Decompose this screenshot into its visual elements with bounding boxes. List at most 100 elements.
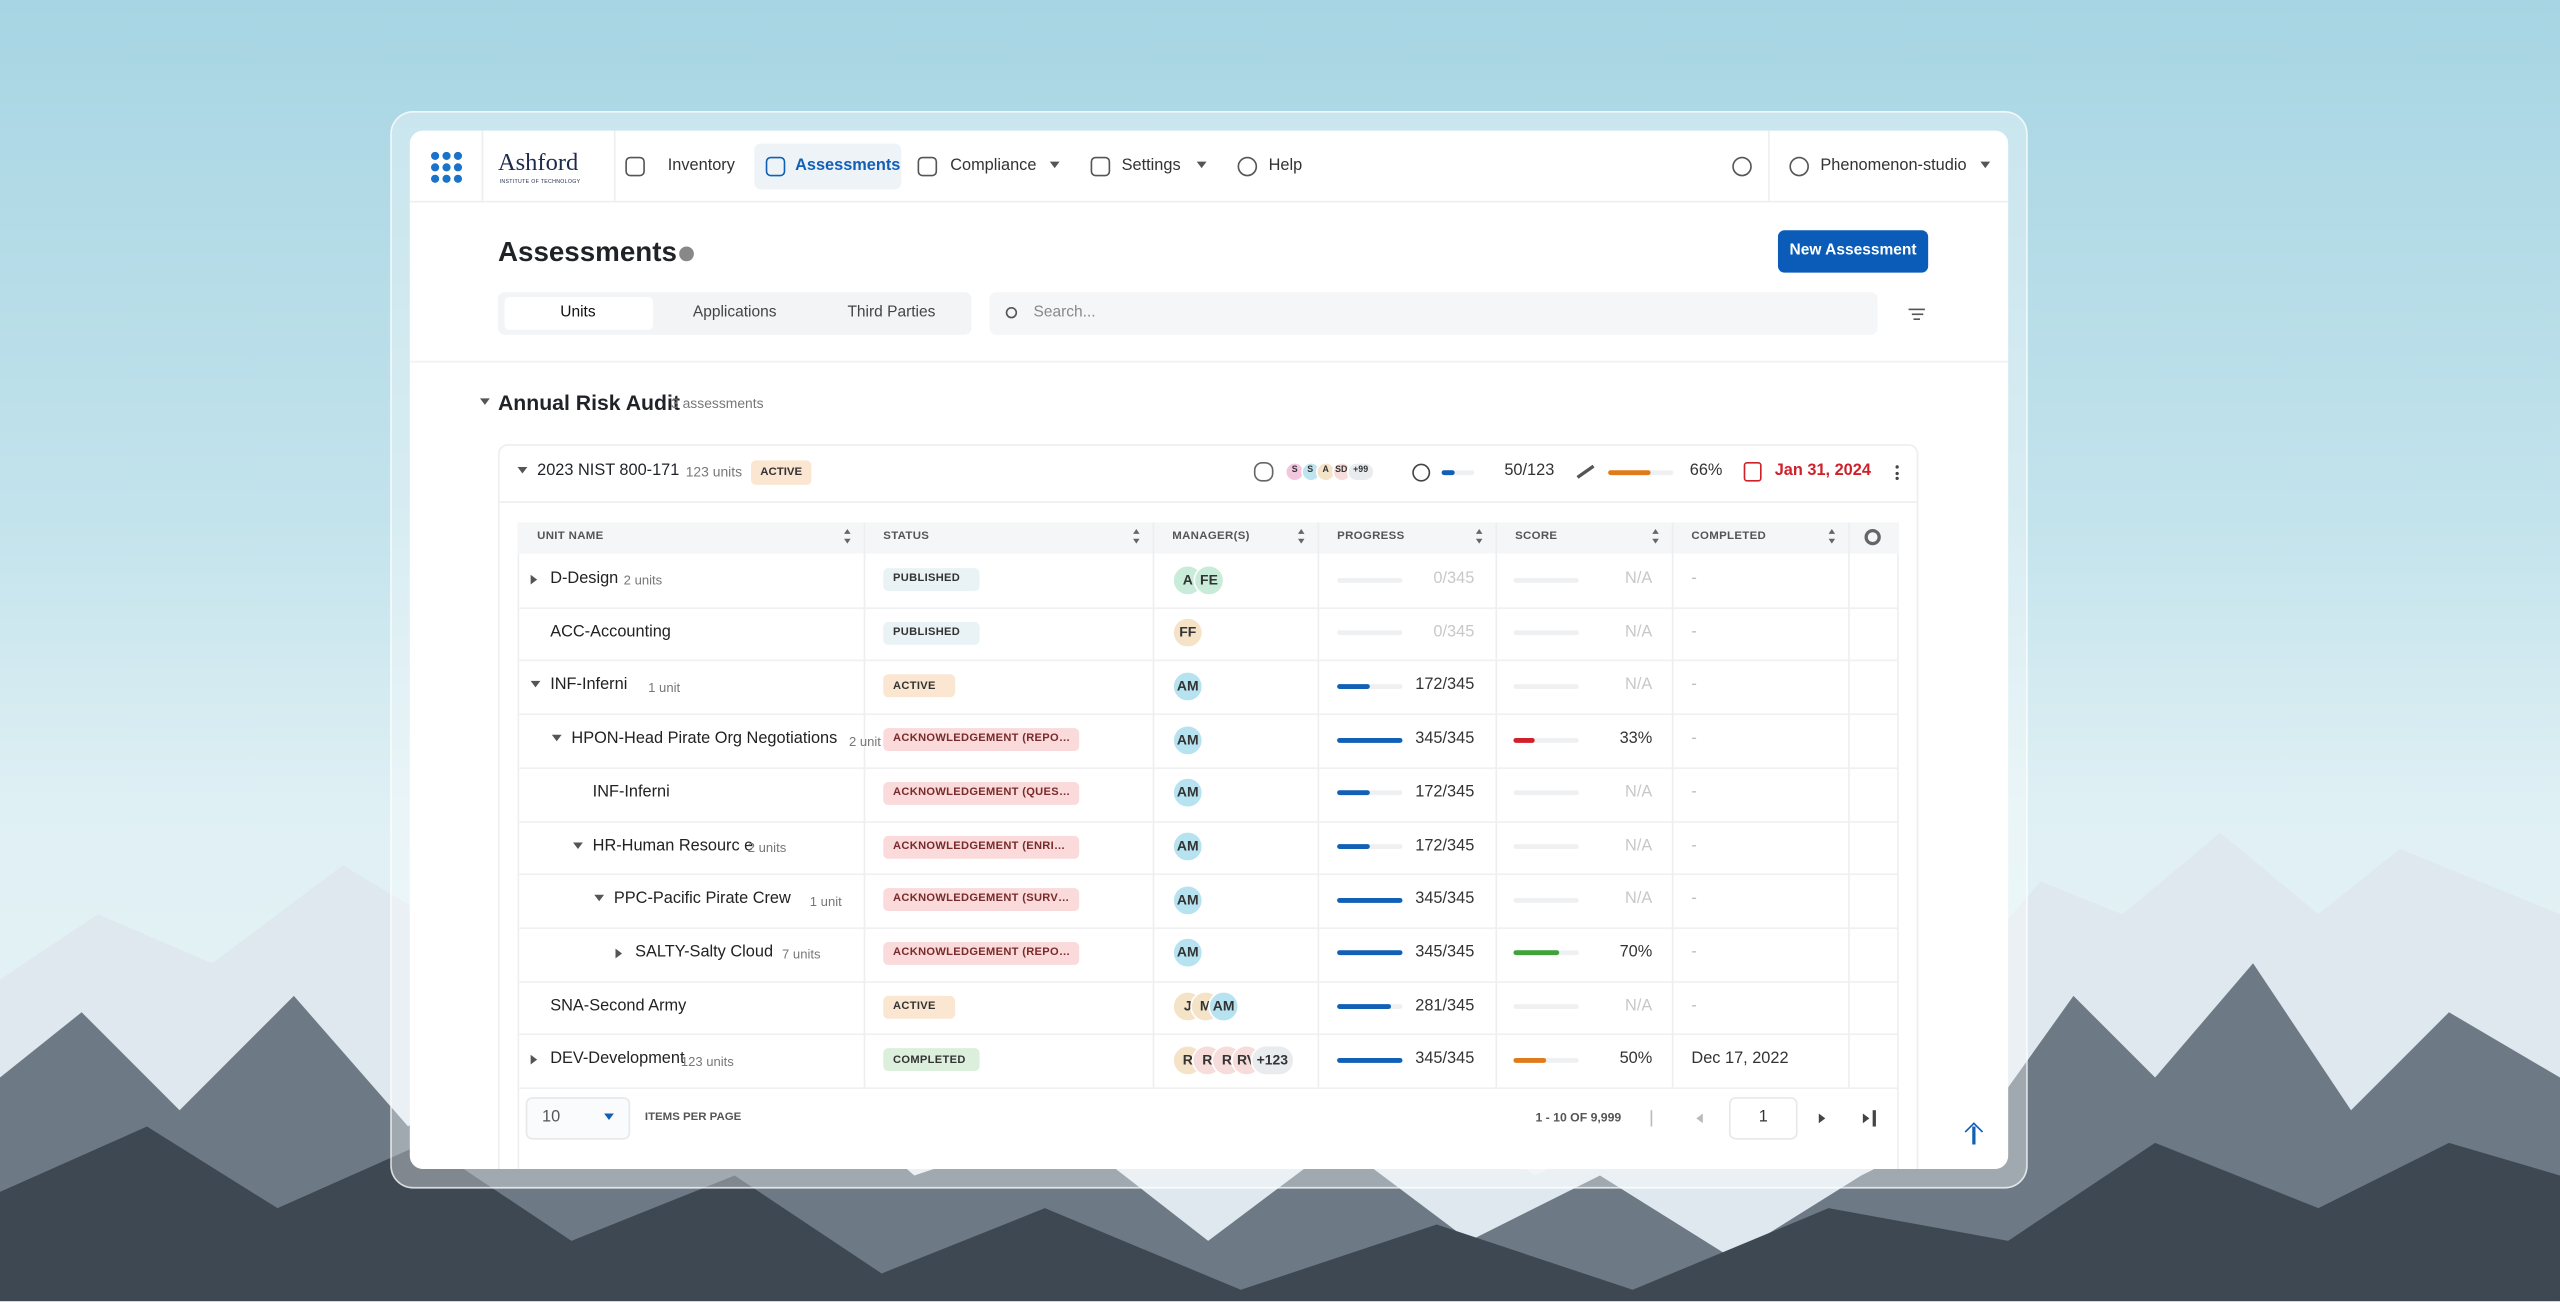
unit-name[interactable]: D-Design bbox=[550, 569, 619, 588]
column-divider bbox=[1671, 522, 1674, 1088]
avatar-initials: A bbox=[1322, 465, 1329, 476]
row-toggle[interactable] bbox=[530, 1055, 538, 1065]
logo-subtitle: INSTITUTE OF TECHNOLOGY bbox=[499, 177, 581, 185]
row-toggle[interactable] bbox=[573, 841, 583, 849]
unit-name[interactable]: INF-Inferni bbox=[592, 783, 670, 802]
next-page[interactable] bbox=[1818, 1113, 1826, 1124]
sort-icon bbox=[1475, 538, 1482, 544]
status-label: ACTIVE bbox=[893, 1000, 936, 1012]
avatar: AM bbox=[1172, 937, 1204, 969]
due-date: Jan 31, 2024 bbox=[1774, 462, 1871, 480]
first-page[interactable] bbox=[1650, 1110, 1664, 1127]
row-border bbox=[517, 820, 1899, 823]
unit-name[interactable]: ACC-Accounting bbox=[550, 623, 671, 642]
unit-name[interactable]: INF-Inferni bbox=[550, 676, 628, 695]
avatar-initials: AM bbox=[1176, 944, 1199, 961]
progress-bar bbox=[1337, 1057, 1403, 1063]
nav-item[interactable]: Compliance bbox=[950, 156, 1037, 175]
search-box[interactable] bbox=[989, 292, 1878, 335]
row-toggle[interactable] bbox=[615, 948, 623, 959]
nav-item[interactable]: Assessments bbox=[795, 156, 901, 175]
user-dropdown[interactable] bbox=[1980, 161, 1991, 169]
progress-bar bbox=[1337, 950, 1403, 956]
assessment-toggle[interactable] bbox=[517, 466, 528, 474]
status-badge bbox=[883, 621, 980, 645]
tab[interactable]: Units bbox=[560, 304, 596, 323]
avatar-initials: AM bbox=[1176, 837, 1199, 854]
logo-dot bbox=[453, 174, 463, 183]
page-title: Assessments bbox=[497, 236, 677, 268]
nav-dropdown[interactable] bbox=[1196, 161, 1207, 169]
last-page[interactable] bbox=[1862, 1113, 1870, 1124]
row-toggle[interactable] bbox=[530, 681, 541, 688]
user-divider bbox=[1768, 130, 1770, 201]
kebab-dot[interactable] bbox=[1895, 476, 1899, 480]
scroll-top-button[interactable] bbox=[1972, 1126, 1975, 1145]
completed-date: - bbox=[1691, 729, 1697, 748]
score-label: 70% bbox=[1619, 943, 1653, 962]
row-toggle[interactable] bbox=[530, 574, 538, 585]
completed-date: - bbox=[1691, 890, 1697, 909]
score-label: N/A bbox=[1625, 623, 1653, 642]
avatar-initials: J bbox=[1183, 997, 1192, 1015]
unit-name[interactable]: PPC-Pacific Pirate Crew bbox=[613, 890, 791, 909]
per-page-value[interactable]: 10 bbox=[542, 1108, 561, 1127]
row-toggle[interactable] bbox=[551, 734, 562, 742]
group-toggle[interactable] bbox=[479, 398, 490, 405]
column-divider bbox=[1848, 522, 1850, 1088]
unit-name[interactable]: SALTY-Salty Cloud bbox=[635, 943, 774, 962]
page-number[interactable]: 1 bbox=[1758, 1108, 1768, 1127]
kebab-dot[interactable] bbox=[1895, 471, 1899, 475]
unit-name[interactable]: HPON-Head Pirate Org Negotiations bbox=[571, 729, 838, 748]
status-label: ACKNOWLEDGEMENT (SURV… bbox=[893, 893, 1070, 906]
assessment-score-label: 66% bbox=[1689, 462, 1723, 480]
score-bar-track bbox=[1513, 1004, 1579, 1010]
completed-date: - bbox=[1691, 836, 1697, 855]
unit-name[interactable]: SNA-Second Army bbox=[550, 996, 687, 1015]
row-toggle[interactable] bbox=[594, 894, 605, 902]
column-divider bbox=[1317, 522, 1320, 1088]
column-header[interactable]: STATUS bbox=[883, 530, 930, 543]
row-border bbox=[517, 1087, 1899, 1089]
status-badge bbox=[883, 995, 956, 1019]
progress-bar-track bbox=[1337, 577, 1403, 583]
unit-count: 1 unit bbox=[648, 680, 681, 696]
score-bar-track bbox=[1513, 897, 1579, 903]
unit-name[interactable]: DEV-Development bbox=[550, 1050, 685, 1069]
tab[interactable]: Applications bbox=[692, 304, 777, 323]
avatar-initials: AM bbox=[1176, 784, 1199, 801]
column-divider bbox=[1152, 522, 1155, 1088]
nav-item[interactable]: Settings bbox=[1121, 156, 1181, 175]
column-header[interactable]: PROGRESS bbox=[1337, 530, 1405, 543]
logo-dot bbox=[431, 151, 440, 160]
new-assessment-button[interactable] bbox=[1777, 230, 1929, 273]
page-input[interactable] bbox=[1728, 1097, 1798, 1140]
progress-bar bbox=[1337, 737, 1403, 743]
progress-bar bbox=[1337, 683, 1370, 689]
sort-icon bbox=[843, 528, 850, 534]
row-border bbox=[517, 606, 1899, 609]
column-header[interactable]: MANAGER(S) bbox=[1172, 530, 1250, 543]
assessment-header-border bbox=[499, 501, 1917, 503]
column-header[interactable]: SCORE bbox=[1515, 530, 1558, 543]
tab[interactable]: Third Parties bbox=[847, 304, 936, 323]
nav-icon bbox=[1237, 156, 1258, 177]
nav-item[interactable]: Help bbox=[1268, 156, 1303, 175]
status-badge-label: ACTIVE bbox=[760, 466, 803, 478]
column-settings-icon[interactable] bbox=[1864, 528, 1881, 546]
sort-icon bbox=[1297, 528, 1304, 534]
app-panel: Ashford INSTITUTE OF TECHNOLOGY Inventory A… bbox=[409, 130, 2009, 1169]
managers-icon bbox=[1253, 462, 1274, 482]
per-page-dropdown[interactable] bbox=[604, 1113, 614, 1120]
nav-dropdown[interactable] bbox=[1049, 161, 1060, 169]
button-label[interactable]: New Assessment bbox=[1789, 242, 1917, 261]
user-name[interactable]: Phenomenon-studio bbox=[1820, 156, 1967, 175]
kebab-dot[interactable] bbox=[1895, 465, 1899, 469]
nav-item[interactable]: Inventory bbox=[667, 156, 735, 175]
column-divider bbox=[863, 522, 866, 1088]
column-header[interactable]: UNIT NAME bbox=[537, 530, 604, 543]
unit-name[interactable]: HR-Human Resourc e bbox=[592, 836, 754, 855]
column-header[interactable]: COMPLETED bbox=[1691, 530, 1767, 543]
avatar-initials: AM bbox=[1176, 890, 1199, 908]
progress-label: 281/345 bbox=[1415, 996, 1475, 1015]
